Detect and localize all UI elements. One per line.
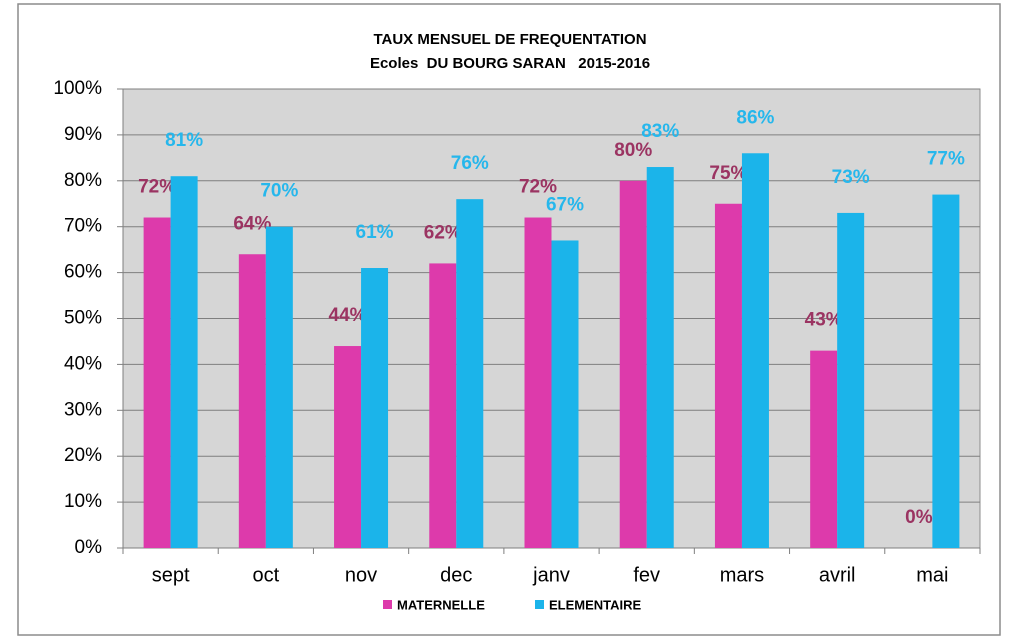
- data-label: 72%: [138, 177, 176, 198]
- legend-label: ELEMENTAIRE: [549, 597, 642, 612]
- bar: [551, 240, 579, 548]
- y-tick-label: 0%: [75, 537, 103, 558]
- chart-subtitle: Ecoles DU BOURG SARAN 2015-2016: [370, 55, 650, 72]
- data-label: 64%: [233, 213, 271, 234]
- y-tick-label: 60%: [64, 262, 102, 283]
- x-tick-label: oct: [252, 564, 279, 586]
- y-tick-label: 20%: [64, 445, 102, 466]
- bar: [810, 350, 838, 548]
- y-tick-label: 10%: [64, 491, 102, 512]
- data-label: 76%: [451, 153, 489, 174]
- legend-label: MATERNELLE: [397, 597, 485, 612]
- data-label: 72%: [519, 177, 557, 198]
- y-tick-label: 50%: [64, 308, 102, 329]
- y-tick-label: 40%: [64, 353, 102, 374]
- data-label: 70%: [260, 181, 298, 202]
- bar: [143, 217, 171, 548]
- bar: [265, 226, 293, 548]
- x-tick-label: avril: [819, 564, 856, 586]
- bar: [361, 268, 389, 548]
- bar: [714, 203, 742, 548]
- bar: [646, 167, 674, 548]
- bar: [456, 199, 484, 548]
- data-label: 80%: [614, 140, 652, 161]
- data-label: 61%: [356, 222, 394, 243]
- data-label: 81%: [165, 130, 203, 151]
- x-tick-label: fev: [633, 564, 660, 586]
- bar: [741, 153, 769, 548]
- legend-swatch: [535, 600, 544, 609]
- bar: [837, 212, 865, 548]
- data-label: 77%: [927, 149, 965, 170]
- data-label: 0%: [905, 507, 933, 528]
- y-tick-label: 80%: [64, 170, 102, 191]
- bar: [238, 254, 266, 549]
- data-label: 73%: [832, 167, 870, 188]
- bar: [429, 263, 457, 548]
- x-tick-label: janv: [532, 564, 570, 586]
- bar: [170, 176, 198, 548]
- data-label: 43%: [805, 310, 843, 331]
- data-label: 83%: [641, 121, 679, 142]
- data-label: 67%: [546, 194, 584, 215]
- y-tick-label: 100%: [53, 78, 102, 99]
- legend-swatch: [383, 600, 392, 609]
- data-label: 62%: [424, 222, 462, 243]
- data-label: 75%: [709, 163, 747, 184]
- data-label: 44%: [329, 305, 367, 326]
- y-tick-label: 90%: [64, 124, 102, 145]
- x-tick-label: dec: [440, 564, 472, 586]
- x-tick-label: mai: [916, 564, 948, 586]
- x-tick-label: nov: [345, 564, 377, 586]
- data-label: 86%: [736, 107, 774, 128]
- bar: [524, 217, 552, 548]
- x-tick-label: sept: [152, 564, 190, 586]
- y-tick-label: 70%: [64, 216, 102, 237]
- bar: [932, 194, 960, 548]
- chart-title: TAUX MENSUEL DE FREQUENTATION: [373, 31, 646, 48]
- bar: [619, 180, 647, 549]
- y-tick-label: 30%: [64, 399, 102, 420]
- bar: [334, 346, 362, 548]
- x-tick-label: mars: [720, 564, 764, 586]
